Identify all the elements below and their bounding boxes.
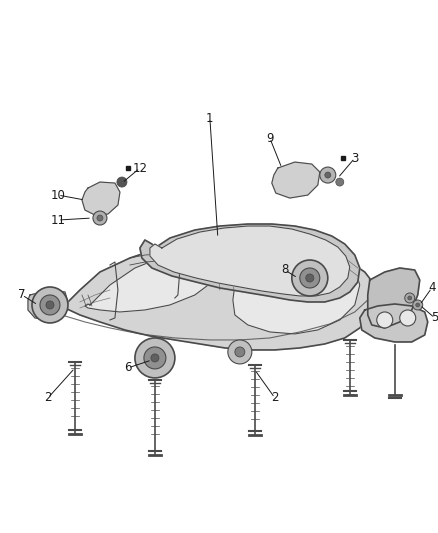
Polygon shape xyxy=(272,162,320,198)
Polygon shape xyxy=(233,242,360,334)
Circle shape xyxy=(97,215,103,221)
Text: 2: 2 xyxy=(271,391,279,405)
Circle shape xyxy=(400,310,416,326)
Circle shape xyxy=(292,260,328,296)
Circle shape xyxy=(413,300,423,310)
Circle shape xyxy=(416,303,420,307)
Polygon shape xyxy=(28,290,68,320)
Polygon shape xyxy=(82,182,120,215)
Circle shape xyxy=(135,338,175,378)
Circle shape xyxy=(306,274,314,282)
Text: 10: 10 xyxy=(50,189,65,201)
Circle shape xyxy=(300,268,320,288)
Circle shape xyxy=(117,177,127,187)
Circle shape xyxy=(46,301,54,309)
Text: 2: 2 xyxy=(44,391,52,405)
Text: 3: 3 xyxy=(351,151,358,165)
Circle shape xyxy=(405,293,415,303)
Polygon shape xyxy=(50,236,375,350)
Circle shape xyxy=(320,167,336,183)
Text: 8: 8 xyxy=(281,263,289,277)
Circle shape xyxy=(32,287,68,323)
Text: 11: 11 xyxy=(50,214,65,227)
Circle shape xyxy=(144,347,166,369)
Circle shape xyxy=(336,178,344,186)
Circle shape xyxy=(408,296,412,300)
Polygon shape xyxy=(368,268,420,328)
Circle shape xyxy=(325,172,331,178)
Text: 9: 9 xyxy=(266,132,274,144)
Circle shape xyxy=(377,312,393,328)
Text: 12: 12 xyxy=(132,161,148,175)
Text: 7: 7 xyxy=(18,288,26,302)
Text: 1: 1 xyxy=(206,111,214,125)
Circle shape xyxy=(93,211,107,225)
Text: 5: 5 xyxy=(431,311,438,325)
Circle shape xyxy=(40,295,60,315)
Circle shape xyxy=(151,354,159,362)
Circle shape xyxy=(235,347,245,357)
Polygon shape xyxy=(85,253,220,312)
Circle shape xyxy=(228,340,252,364)
Polygon shape xyxy=(140,224,360,302)
Text: 6: 6 xyxy=(124,361,132,375)
Polygon shape xyxy=(150,226,350,296)
Polygon shape xyxy=(360,304,428,342)
Text: 4: 4 xyxy=(428,281,435,295)
